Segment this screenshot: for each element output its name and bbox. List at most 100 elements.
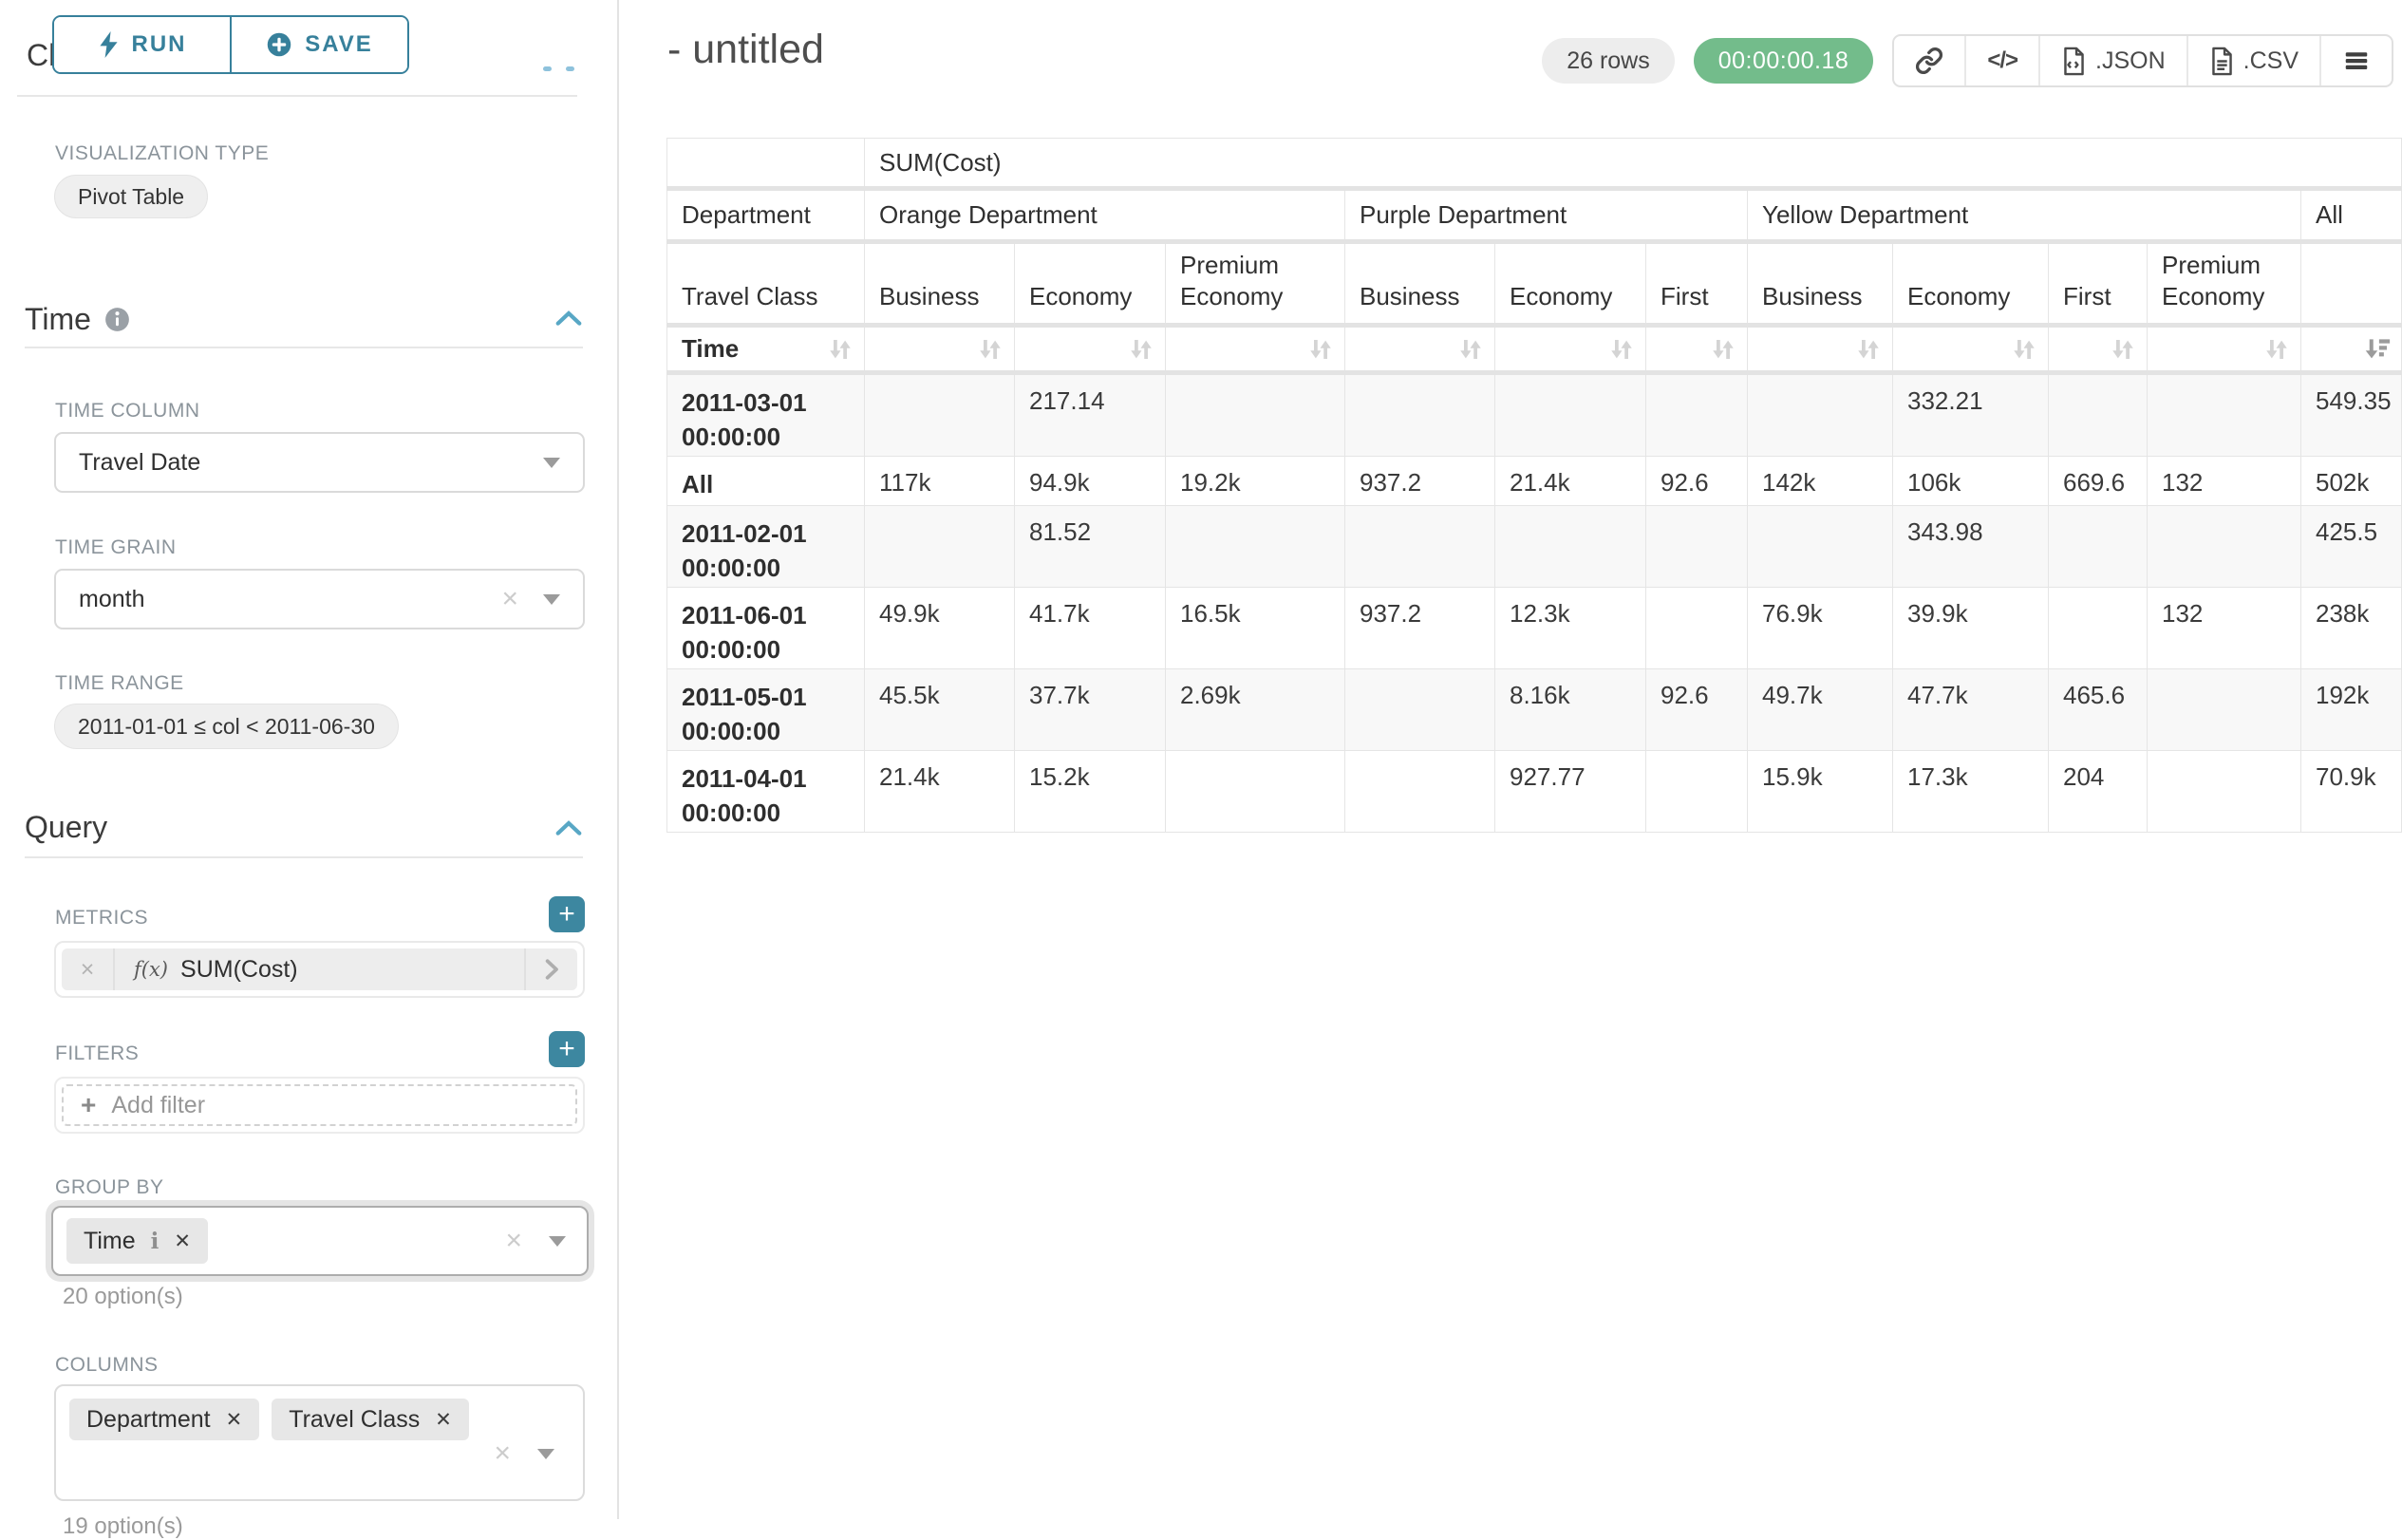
time-section-header: Time: [25, 302, 130, 337]
remove-chip-icon[interactable]: ✕: [226, 1408, 243, 1432]
chevron-down-icon: [537, 1449, 554, 1459]
sort-descending-icon[interactable]: [2363, 335, 2392, 364]
sort-icon[interactable]: [1607, 335, 1636, 364]
pivot-value-cell: [2148, 373, 2301, 457]
pivot-value-cell: 217.14: [1015, 373, 1166, 457]
pivot-value-cell: [2148, 669, 2301, 751]
metric-header-cell: SUM(Cost): [865, 139, 2402, 189]
column-sort-cell: [2301, 326, 2402, 373]
sort-icon[interactable]: [1709, 335, 1737, 364]
export-csv-button[interactable]: .CSV: [2186, 36, 2319, 85]
pivot-value-cell: 76.9k: [1748, 588, 1893, 669]
code-icon: </>: [1987, 47, 2017, 74]
sort-icon[interactable]: [976, 335, 1004, 364]
group-by-select[interactable]: Time i ✕ ×: [51, 1206, 589, 1276]
pivot-value-cell: 465.6: [2049, 669, 2148, 751]
column-sort-cell: [1015, 326, 1166, 373]
pivot-value-cell: 238k: [2301, 588, 2402, 669]
travel-class-header: Economy: [1893, 242, 2049, 326]
pivot-value-cell: 47.7k: [1893, 669, 2049, 751]
time-column-label: TIME COLUMN: [55, 400, 200, 423]
travel-class-header: [2301, 242, 2402, 326]
menu-button[interactable]: [2319, 36, 2392, 85]
time-range-pill[interactable]: 2011-01-01 ≤ col < 2011-06-30: [54, 704, 399, 749]
metric-chip-body[interactable]: f(x) SUM(Cost): [115, 948, 524, 990]
sort-icon[interactable]: [2010, 335, 2038, 364]
column-sort-cell: [1345, 326, 1495, 373]
visualization-type-pill[interactable]: Pivot Table: [54, 175, 208, 218]
chevron-right-icon[interactable]: [524, 948, 577, 990]
department-group-header: Orange Department: [865, 189, 1345, 242]
pivot-value-cell: 204: [2049, 751, 2148, 833]
panel-decoration-dot: [543, 66, 552, 71]
columns-select[interactable]: Department ✕ Travel Class ✕ ×: [54, 1384, 585, 1501]
divider: [25, 856, 583, 858]
pivot-row-label: 2011-02-01 00:00:00: [667, 506, 865, 588]
group-by-chip-label: Time: [84, 1228, 136, 1255]
pivot-value-cell: 937.2: [1345, 588, 1495, 669]
filters-label: FILTERS: [55, 1042, 139, 1065]
time-column-select[interactable]: Travel Date: [54, 432, 585, 493]
sort-icon[interactable]: [826, 335, 854, 364]
pivot-value-cell: 106k: [1893, 457, 2049, 506]
sort-icon[interactable]: [1127, 335, 1155, 364]
pivot-value-cell: 17.3k: [1893, 751, 2049, 833]
clear-icon[interactable]: ×: [501, 585, 518, 613]
clear-icon[interactable]: ×: [494, 1439, 511, 1468]
export-json-button[interactable]: .JSON: [2038, 36, 2186, 85]
clear-icon[interactable]: ×: [505, 1227, 522, 1255]
add-metric-button[interactable]: +: [549, 896, 585, 932]
pivot-value-cell: [2049, 506, 2148, 588]
travel-class-header: First: [1646, 242, 1748, 326]
sort-icon[interactable]: [1854, 335, 1883, 364]
chart-title: - untitled: [667, 27, 824, 73]
remove-metric-icon[interactable]: ×: [62, 948, 115, 990]
view-query-button[interactable]: </>: [1964, 36, 2038, 85]
pivot-value-cell: 937.2: [1345, 457, 1495, 506]
time-grain-select[interactable]: month ×: [54, 569, 585, 629]
sort-icon[interactable]: [1456, 335, 1485, 364]
pivot-value-cell: [1495, 506, 1646, 588]
export-csv-label: .CSV: [2243, 47, 2299, 75]
time-grain-value: month: [79, 586, 144, 613]
pivot-value-cell: [1345, 751, 1495, 833]
columns-options-hint: 19 option(s): [63, 1513, 183, 1540]
pivot-value-cell: [865, 506, 1015, 588]
pivot-value-cell: 132: [2148, 588, 2301, 669]
add-filter-button[interactable]: + Add filter: [62, 1084, 577, 1126]
pivot-row-label: 2011-06-01 00:00:00: [667, 588, 865, 669]
sort-icon[interactable]: [2262, 335, 2291, 364]
department-group-header: All: [2301, 189, 2402, 242]
pivot-value-cell: 332.21: [1893, 373, 2049, 457]
lightning-icon: [98, 31, 120, 58]
column-sort-cell: [2148, 326, 2301, 373]
pivot-value-cell: [1345, 373, 1495, 457]
pivot-value-cell: [1166, 506, 1345, 588]
pivot-row-label: All: [667, 457, 865, 506]
collapse-chevron-up-icon[interactable]: [554, 309, 583, 328]
sort-icon[interactable]: [2109, 335, 2137, 364]
query-section-title: Query: [25, 810, 107, 845]
share-link-button[interactable]: [1894, 36, 1964, 85]
save-button[interactable]: SAVE: [230, 17, 407, 72]
remove-chip-icon[interactable]: ✕: [174, 1230, 191, 1253]
divider: [17, 95, 577, 97]
metrics-container: × f(x) SUM(Cost): [54, 941, 585, 998]
pivot-value-cell: 39.9k: [1893, 588, 2049, 669]
sort-icon[interactable]: [1306, 335, 1335, 364]
pivot-value-cell: 45.5k: [865, 669, 1015, 751]
run-button[interactable]: RUN: [54, 17, 230, 72]
remove-chip-icon[interactable]: ✕: [435, 1408, 452, 1432]
department-corner-cell: Department: [667, 189, 865, 242]
collapse-chevron-up-icon[interactable]: [554, 818, 583, 837]
export-button-group: </> .JSON .CSV: [1892, 34, 2393, 87]
chart-area: - untitled 26 rows 00:00:00.18 </> .JSON: [619, 0, 2402, 1519]
travel-class-header: Business: [1345, 242, 1495, 326]
travel-class-header: Economy: [1495, 242, 1646, 326]
divider: [25, 347, 583, 348]
group-by-label: GROUP BY: [55, 1176, 163, 1199]
travel-class-header: Business: [865, 242, 1015, 326]
column-sort-cell: [865, 326, 1015, 373]
pivot-value-cell: 94.9k: [1015, 457, 1166, 506]
add-filter-plus-button[interactable]: +: [549, 1031, 585, 1067]
